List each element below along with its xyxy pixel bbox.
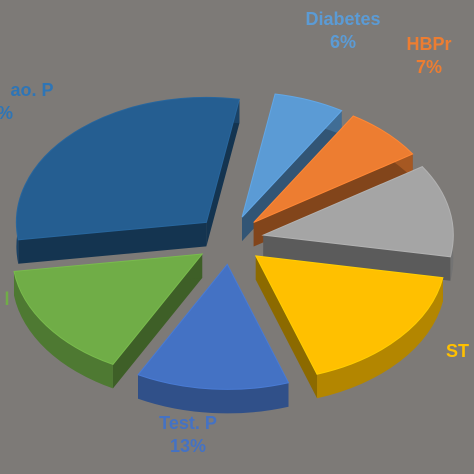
pie-slice-wall [263, 235, 451, 281]
slice-name-hbpr: HBPr [406, 34, 452, 54]
pie-slice-st [254, 255, 444, 399]
slice-name-diabetes: Diabetes [305, 9, 381, 29]
pie-slice-top [15, 96, 241, 241]
slice-name-st: ST [446, 341, 470, 361]
pie-slice-top [253, 115, 414, 223]
pie-slice-wall [18, 222, 207, 264]
pie-slice-ao-p [15, 96, 241, 264]
slice-percent-hbpr: 7% [415, 57, 442, 77]
slice-label-diabetes: Diabetes 6% [283, 8, 403, 54]
slice-percent-test-p: 13% [169, 436, 207, 456]
slice-name-test-p: Test. P [159, 413, 217, 433]
pie-slice-slice-5 [13, 253, 204, 389]
slice-label-hbpr: HBPr 7% [384, 33, 474, 79]
pie-slice-rim [13, 271, 113, 389]
slice-percent-ao-p: % [0, 102, 67, 125]
pie-slice-rim [317, 277, 443, 399]
slice-name-green: l [4, 289, 10, 309]
slice-label-st: ST [446, 340, 474, 363]
slice-label-green: l [0, 288, 14, 311]
pie-slice-test-p [137, 263, 290, 414]
pie-slice-top [137, 263, 290, 390]
slice-percent-diabetes: 6% [329, 32, 356, 52]
pie-slice-top [241, 93, 343, 218]
slice-name-ao-p: ao. P [10, 80, 54, 100]
pie-slice-wall [206, 99, 240, 247]
pie-slice-top [13, 253, 204, 365]
slice-label-ao-p: ao. P % [0, 79, 67, 125]
pie-slice-top [254, 255, 444, 375]
pie-slice-wall [255, 255, 318, 399]
pie-slice-rim [138, 374, 289, 414]
slice-label-test-p: Test. P 13% [128, 412, 248, 458]
pie-slice-wall [112, 254, 203, 389]
pie-slice-slice-2 [261, 166, 454, 281]
pie-slice-top [261, 166, 454, 258]
